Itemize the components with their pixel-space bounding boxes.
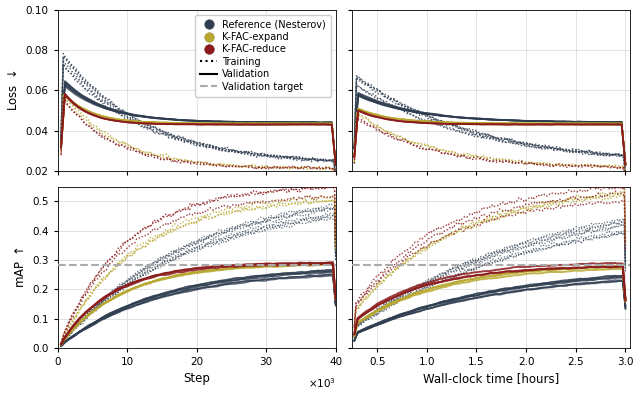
Text: $\times10^3$: $\times10^3$	[308, 376, 335, 390]
X-axis label: Wall-clock time [hours]: Wall-clock time [hours]	[423, 373, 559, 386]
Y-axis label: Loss $\downarrow$: Loss $\downarrow$	[7, 70, 20, 111]
Y-axis label: mAP $\uparrow$: mAP $\uparrow$	[13, 246, 26, 288]
Legend: Reference (Nesterov), K-FAC-expand, K-FAC-reduce, Training, Validation, Validati: Reference (Nesterov), K-FAC-expand, K-FA…	[195, 15, 331, 97]
X-axis label: Step: Step	[183, 373, 210, 386]
